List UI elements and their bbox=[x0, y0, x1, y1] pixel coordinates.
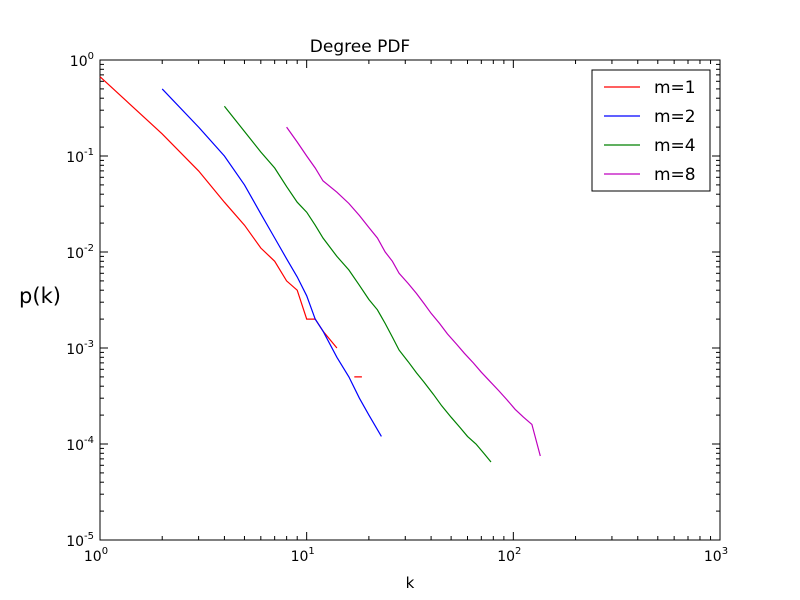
x-axis-label: k bbox=[406, 574, 415, 592]
x-tick-label: 102 bbox=[497, 546, 521, 565]
y-axis-label: p(k) bbox=[19, 284, 61, 308]
x-tick-label: 100 bbox=[84, 546, 108, 565]
y-tick-label: 10-3 bbox=[66, 339, 94, 358]
axis-ticks: 100 101 102 103 100 10-1 10-2 10-3 10-4 10-5 bbox=[66, 51, 728, 565]
series-line-m=4 bbox=[223, 105, 492, 463]
chart-title: Degree PDF bbox=[310, 37, 410, 57]
x-tick-label: 101 bbox=[291, 546, 315, 565]
y-tick-label: 10-2 bbox=[66, 243, 94, 262]
series-line-m=2 bbox=[161, 88, 382, 437]
y-tick-label: 10-5 bbox=[66, 531, 94, 550]
x-tick-label: 103 bbox=[704, 546, 728, 565]
y-tick-label: 10-4 bbox=[66, 435, 94, 454]
legend-label: m=8 bbox=[654, 165, 696, 185]
series-line-m=8 bbox=[286, 126, 541, 457]
series-lines bbox=[99, 76, 541, 463]
legend-box bbox=[591, 69, 711, 192]
legend-label: m=4 bbox=[654, 136, 696, 156]
y-tick-label: 10-1 bbox=[66, 147, 94, 166]
y-tick-label: 100 bbox=[70, 51, 94, 70]
legend-label: m=2 bbox=[654, 107, 696, 127]
legend: m=1 m=2 m=4 m=8 bbox=[591, 69, 711, 192]
legend-label: m=1 bbox=[654, 78, 696, 98]
